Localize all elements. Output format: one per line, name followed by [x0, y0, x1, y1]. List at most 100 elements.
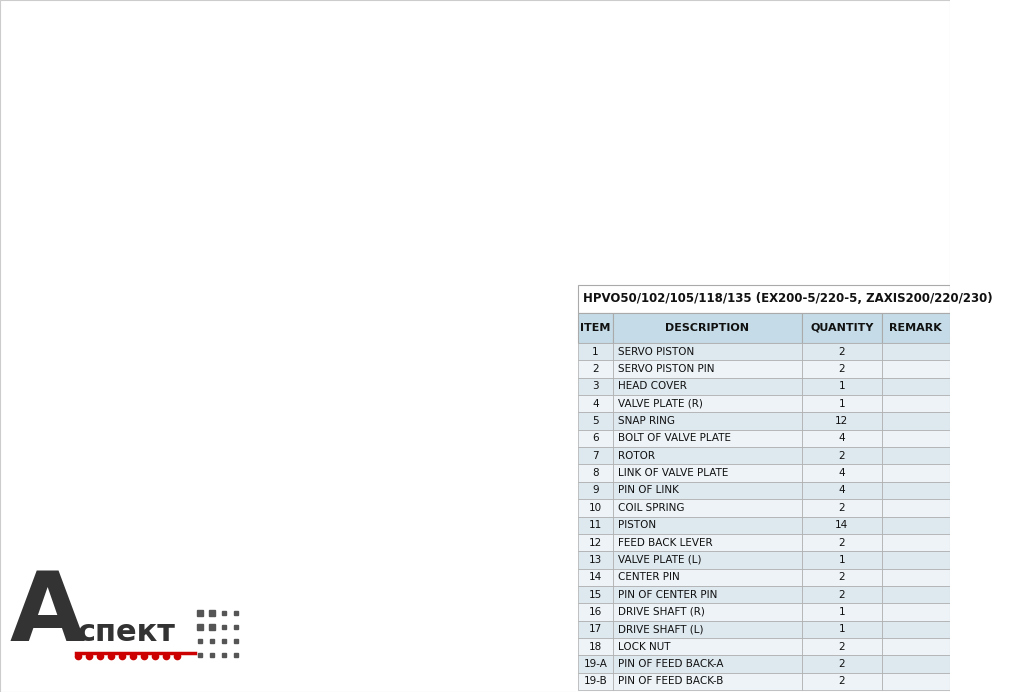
Text: A: A — [10, 568, 85, 661]
Text: DRIVE SHAFT (L): DRIVE SHAFT (L) — [617, 624, 703, 635]
Bar — [882, 552, 950, 569]
Bar — [612, 395, 803, 412]
Bar — [803, 464, 882, 482]
Bar — [882, 464, 950, 482]
Bar — [578, 621, 612, 638]
Text: 14: 14 — [589, 572, 602, 582]
Text: 1: 1 — [839, 399, 845, 409]
Bar — [578, 447, 612, 464]
Text: 4: 4 — [839, 433, 845, 444]
Bar — [803, 395, 882, 412]
Bar — [578, 313, 612, 343]
Bar — [612, 378, 803, 395]
Text: 12: 12 — [836, 416, 849, 426]
Bar — [882, 603, 950, 621]
Text: CENTER PIN: CENTER PIN — [617, 572, 679, 582]
Bar — [803, 655, 882, 673]
Text: SERVO PISTON: SERVO PISTON — [617, 347, 694, 356]
Bar — [612, 464, 803, 482]
Bar — [803, 361, 882, 378]
Bar — [578, 638, 612, 655]
Bar — [578, 673, 612, 690]
Text: BOLT OF VALVE PLATE: BOLT OF VALVE PLATE — [617, 433, 731, 444]
Text: 2: 2 — [839, 503, 845, 513]
Text: LOCK NUT: LOCK NUT — [617, 641, 670, 652]
Bar — [882, 395, 950, 412]
Bar — [803, 673, 882, 690]
Bar — [612, 603, 803, 621]
Text: 2: 2 — [839, 538, 845, 547]
Text: QUANTITY: QUANTITY — [810, 323, 874, 333]
Text: 2: 2 — [592, 364, 599, 374]
Text: 7: 7 — [592, 450, 599, 461]
Bar — [612, 516, 803, 534]
Text: 1: 1 — [839, 381, 845, 392]
Text: ROTOR: ROTOR — [617, 450, 654, 461]
Text: ITEM: ITEM — [580, 323, 610, 333]
Bar — [578, 569, 612, 586]
Bar — [803, 482, 882, 499]
Bar — [882, 673, 950, 690]
Text: FEED BACK LEVER: FEED BACK LEVER — [617, 538, 712, 547]
Bar — [882, 482, 950, 499]
Bar — [612, 569, 803, 586]
Bar — [882, 499, 950, 516]
Bar — [803, 499, 882, 516]
Text: PIN OF FEED BACK-A: PIN OF FEED BACK-A — [617, 659, 723, 669]
Bar — [578, 343, 612, 361]
Bar — [612, 673, 803, 690]
Bar — [803, 638, 882, 655]
Bar — [882, 569, 950, 586]
Bar — [882, 655, 950, 673]
Text: 6: 6 — [592, 433, 599, 444]
Text: 1: 1 — [839, 555, 845, 565]
Bar — [882, 343, 950, 361]
Text: 2: 2 — [839, 641, 845, 652]
Bar — [578, 516, 612, 534]
Bar — [803, 552, 882, 569]
Bar — [882, 430, 950, 447]
Bar — [803, 603, 882, 621]
Text: LINK OF VALVE PLATE: LINK OF VALVE PLATE — [617, 468, 728, 478]
Text: 2: 2 — [839, 364, 845, 374]
Bar — [882, 516, 950, 534]
Bar — [612, 586, 803, 603]
Bar — [578, 482, 612, 499]
Text: 2: 2 — [839, 347, 845, 356]
Bar — [578, 552, 612, 569]
Bar — [578, 378, 612, 395]
Bar — [612, 499, 803, 516]
Text: 1: 1 — [839, 624, 845, 635]
Bar — [803, 586, 882, 603]
Text: 2: 2 — [839, 450, 845, 461]
Bar — [803, 569, 882, 586]
Text: PIN OF CENTER PIN: PIN OF CENTER PIN — [617, 590, 717, 599]
Text: 2: 2 — [839, 590, 845, 599]
Text: 15: 15 — [589, 590, 602, 599]
Text: 4: 4 — [839, 468, 845, 478]
Bar — [578, 499, 612, 516]
Text: 19-B: 19-B — [583, 676, 607, 686]
Text: VALVE PLATE (R): VALVE PLATE (R) — [617, 399, 703, 409]
Text: HPVO50/102/105/118/135 (EX200-5/220-5, ZAXIS200/220/230): HPVO50/102/105/118/135 (EX200-5/220-5, Z… — [583, 293, 993, 305]
Bar — [803, 447, 882, 464]
Text: DRIVE SHAFT (R): DRIVE SHAFT (R) — [617, 607, 705, 617]
Text: 2: 2 — [839, 572, 845, 582]
Bar — [578, 395, 612, 412]
Bar — [612, 638, 803, 655]
Text: 10: 10 — [589, 503, 602, 513]
Text: HEAD COVER: HEAD COVER — [617, 381, 686, 392]
Text: PIN OF FEED BACK-B: PIN OF FEED BACK-B — [617, 676, 723, 686]
Bar — [882, 412, 950, 430]
Text: 4: 4 — [592, 399, 599, 409]
Text: 16: 16 — [589, 607, 602, 617]
Text: HPVO50/102/105/118/135: HPVO50/102/105/118/135 — [978, 176, 1001, 516]
Bar — [578, 603, 612, 621]
Bar — [612, 430, 803, 447]
Bar — [882, 534, 950, 552]
Bar — [578, 412, 612, 430]
Bar — [882, 638, 950, 655]
Bar — [578, 361, 612, 378]
Bar — [612, 621, 803, 638]
Bar — [578, 534, 612, 552]
